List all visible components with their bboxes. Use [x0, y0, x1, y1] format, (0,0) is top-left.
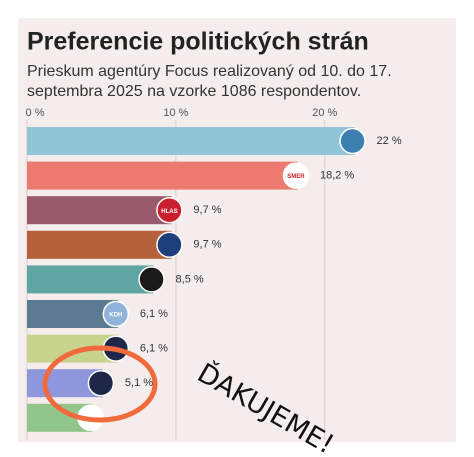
chart-title: Preferencie politických strán [27, 28, 369, 56]
x-tick-label: 10 % [163, 107, 188, 119]
party-logo [87, 369, 115, 397]
bar [27, 161, 298, 190]
value-label: 5,1 % [125, 377, 153, 389]
value-label: 6,1 % [140, 308, 168, 320]
bar [27, 230, 172, 259]
party-logo [156, 231, 183, 259]
chart-subtitle: Prieskum agentúry Focus realizovaný od 1… [27, 63, 392, 80]
party-logo [339, 127, 366, 155]
x-tick-label: 0 % [26, 107, 45, 119]
highlight-circle [42, 345, 158, 423]
value-label: 22 % [377, 135, 402, 147]
bar [27, 196, 172, 225]
party-logo [156, 196, 183, 224]
chart-subtitle: septembra 2025 na vzorke 1086 respondent… [27, 83, 361, 100]
x-tick-label: 20 % [312, 107, 337, 119]
logo-label: HLAS [161, 209, 177, 215]
value-label: 9,7 % [193, 204, 221, 216]
bar [27, 265, 154, 294]
party-logo [138, 266, 165, 293]
logo-label: SMER [287, 174, 305, 180]
value-label: 6,1 % [140, 343, 168, 355]
value-label: 9,7 % [193, 239, 221, 251]
logo-label: KDH [109, 313, 122, 319]
value-label: 18,2 % [320, 170, 354, 182]
bar [27, 127, 355, 155]
value-label: 8,5 % [176, 273, 204, 285]
party-logo [102, 300, 130, 328]
party-logo [282, 162, 310, 189]
